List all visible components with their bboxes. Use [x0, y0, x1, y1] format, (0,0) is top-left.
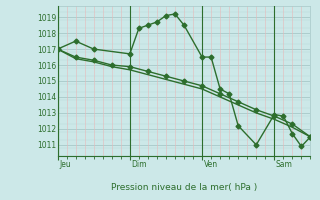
Text: Jeu: Jeu: [59, 160, 71, 169]
Text: Sam: Sam: [276, 160, 293, 169]
Text: Pression niveau de la mer( hPa ): Pression niveau de la mer( hPa ): [111, 183, 257, 192]
Text: Ven: Ven: [204, 160, 218, 169]
Text: Dim: Dim: [131, 160, 147, 169]
